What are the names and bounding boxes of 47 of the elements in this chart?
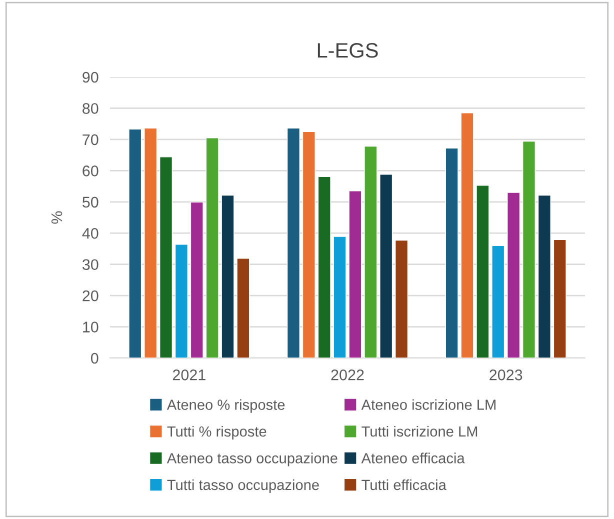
y-tick-label: 10 (83, 322, 98, 332)
bar (174, 244, 188, 358)
y-tick-label: 60 (82, 166, 98, 176)
legend-label: Tutti efficacia (362, 479, 446, 490)
bar (445, 148, 458, 358)
y-tick-label: 70 (82, 134, 98, 146)
bar (286, 128, 300, 358)
bar (206, 138, 219, 358)
bar (522, 140, 536, 358)
bar (236, 258, 250, 358)
bar (128, 128, 142, 358)
bar (302, 131, 316, 358)
y-tick-label: 90 (82, 72, 98, 83)
bar (364, 146, 378, 358)
chart-title: L-EGS (318, 43, 378, 58)
legend-label: Tutti iscrizione LM (362, 426, 478, 437)
y-tick-label: 40 (82, 228, 98, 239)
bar (507, 192, 520, 358)
legend-label: Ateneo efficacia (361, 452, 465, 464)
x-tick-label: 2022 (331, 370, 364, 380)
bar (380, 174, 393, 358)
bar (348, 190, 362, 358)
legend-label: Tutti % risposte (167, 426, 266, 440)
y-axis-title: % (51, 211, 62, 224)
bar (221, 194, 234, 358)
bar (144, 128, 158, 358)
legend-label: Tutti tasso occupazione (167, 479, 319, 493)
y-tick-label: 30 (82, 259, 98, 270)
bar (553, 239, 566, 358)
y-tick-label: 80 (82, 103, 98, 114)
legend-label: Ateneo iscrizione LM (361, 399, 496, 410)
y-tick-label: 20 (82, 290, 98, 302)
bar (333, 236, 346, 358)
bar (190, 202, 204, 358)
bar (318, 176, 331, 358)
bar (159, 156, 173, 358)
y-tick-label: 50 (82, 196, 98, 208)
bar (460, 112, 474, 358)
y-tick-label: 0 (90, 352, 98, 364)
legend-label: Ateneo % risposte (166, 399, 285, 413)
bar (538, 194, 551, 358)
bar (476, 184, 490, 358)
legend-label: Ateneo tasso occupazione (166, 452, 338, 466)
x-tick-label: 2021 (172, 370, 206, 380)
bar (492, 245, 505, 358)
x-tick-label: 2023 (490, 370, 522, 380)
bar (395, 240, 408, 358)
